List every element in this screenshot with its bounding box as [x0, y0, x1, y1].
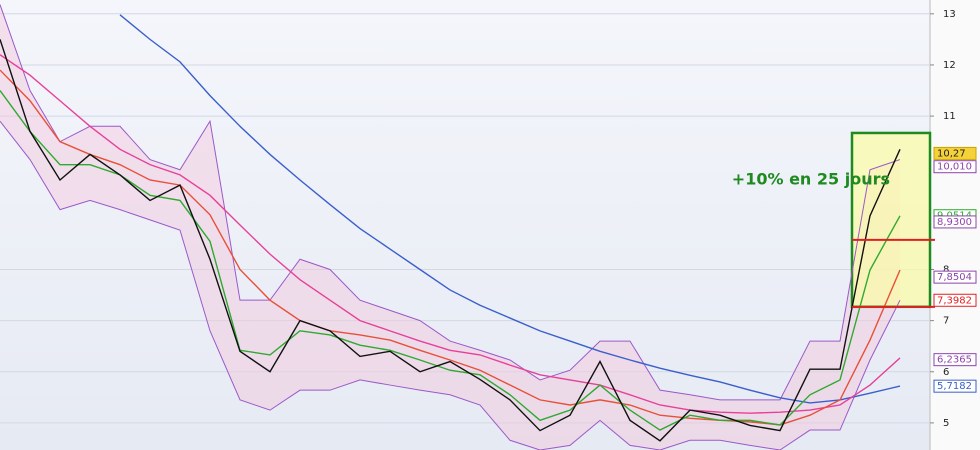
y-tick-label: 5 [943, 418, 949, 429]
price-label: 10,010 [937, 162, 972, 173]
y-tick-label: 12 [943, 60, 956, 71]
price-label-box [933, 215, 977, 229]
price-label: 8,9300 [937, 217, 972, 228]
highlight-box [850, 131, 932, 309]
price-label-box [933, 160, 977, 174]
price-label: 6,2365 [937, 355, 972, 366]
price-label-box [933, 379, 977, 393]
series-line [0, 90, 901, 431]
y-tick-label: 8 [943, 264, 949, 275]
y-tick-label: 6 [943, 367, 949, 378]
series-line [0, 39, 901, 442]
y-tick-label: 11 [943, 111, 956, 122]
price-label-box [933, 270, 977, 284]
series-line [0, 120, 901, 450]
price-label-box [933, 353, 977, 367]
series-line [119, 14, 901, 404]
series-line [0, 54, 901, 414]
band-fill [0, 4, 900, 450]
price-label: 5,7182 [937, 381, 972, 392]
series-line [0, 69, 901, 426]
price-label: 10,27 [937, 148, 966, 159]
price-label: 7,3982 [937, 295, 972, 306]
series-line [0, 4, 901, 401]
annotation: +10% en 25 jours [732, 170, 890, 189]
price-label-box [933, 293, 977, 307]
y-tick-label: 13 [943, 9, 956, 20]
price-label: 7,8504 [937, 272, 972, 283]
plot-background [0, 0, 930, 450]
price-label-box [933, 146, 977, 160]
y-tick-label: 7 [943, 316, 949, 327]
